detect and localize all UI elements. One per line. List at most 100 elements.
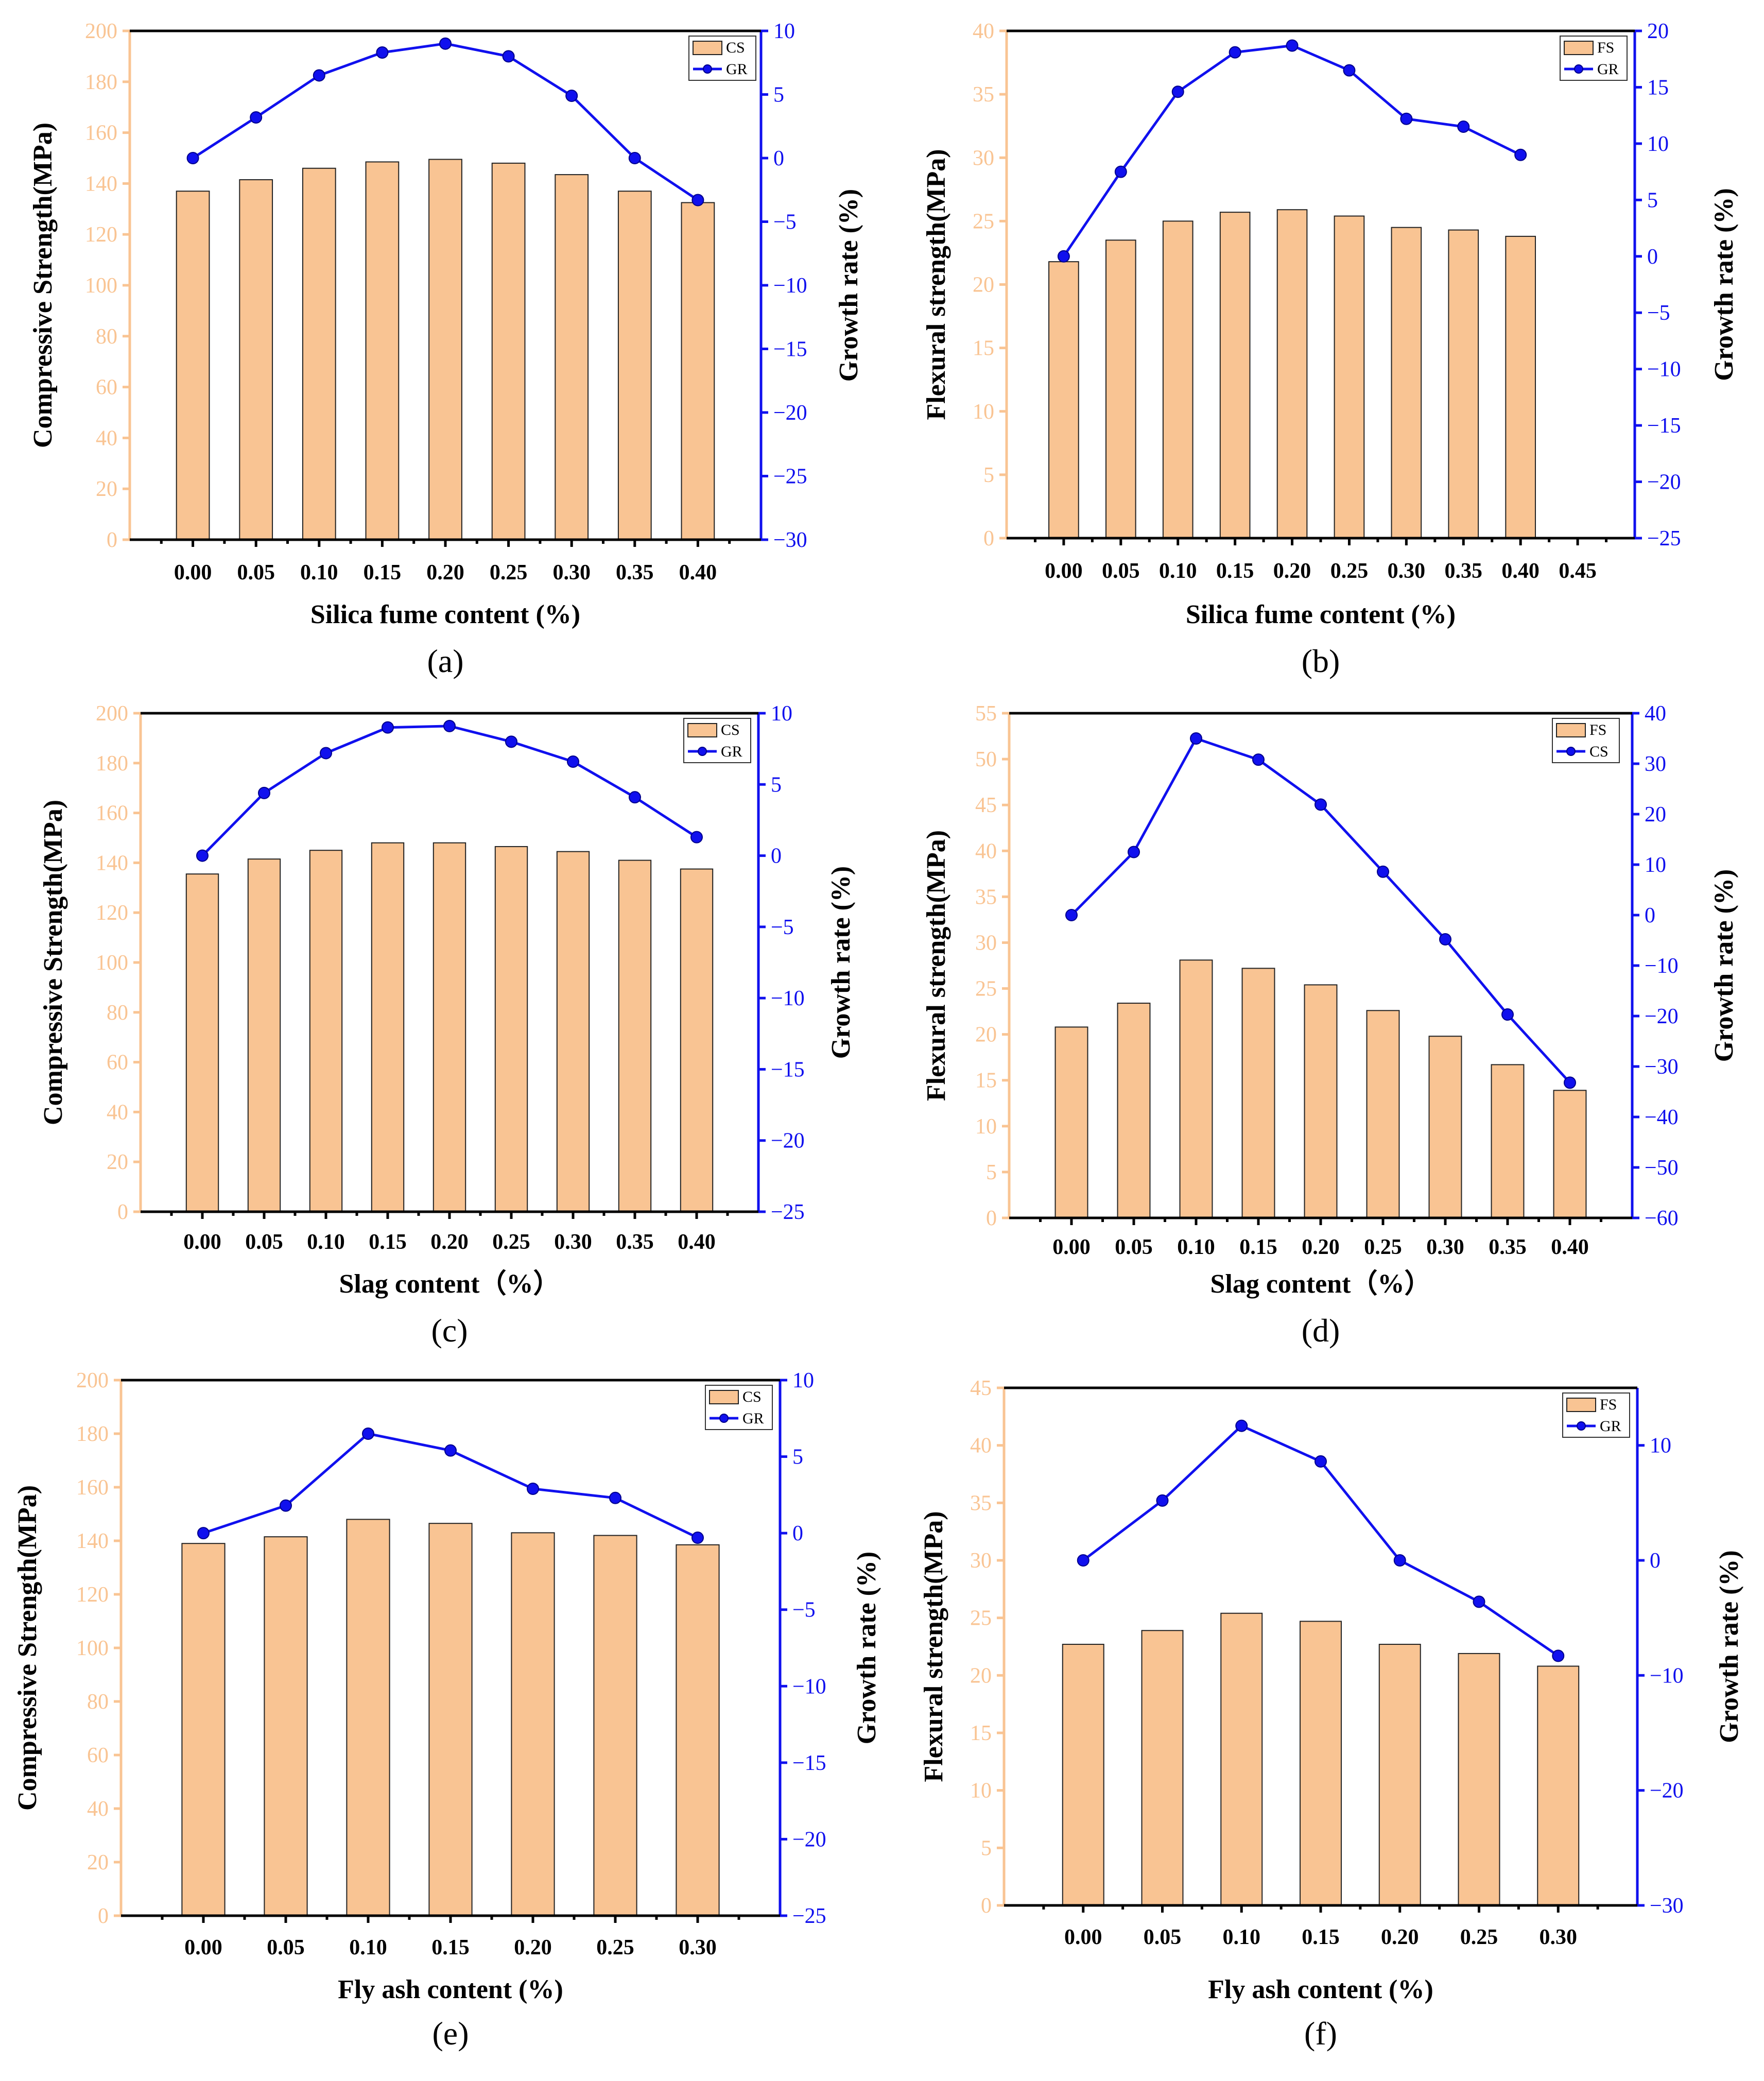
left-tick-label: 100 — [96, 951, 128, 975]
right-tick-label: −15 — [1647, 414, 1681, 438]
growth-rate-point — [567, 755, 579, 768]
growth-rate-point — [258, 786, 270, 799]
legend-point-swatch — [698, 747, 707, 756]
legend-label: GR — [726, 61, 748, 78]
left-tick-label: 40 — [87, 1797, 109, 1821]
x-tick-label: 0.10 — [307, 1230, 345, 1254]
bar — [1179, 959, 1213, 1218]
left-tick-label: 0 — [117, 1200, 128, 1224]
legend-label: FS — [1597, 39, 1614, 56]
right-tick-label: 10 — [773, 20, 795, 43]
growth-rate-point — [1552, 1649, 1565, 1662]
left-tick-label: 45 — [970, 1377, 992, 1400]
legend-bar-swatch — [1556, 723, 1586, 737]
y2-axis-title: Growth rate (%) — [852, 1552, 881, 1745]
right-tick-label: −20 — [792, 1828, 826, 1851]
x-axis-title: Slag content（%） — [339, 1269, 560, 1299]
x-tick-label: 0.25 — [492, 1230, 530, 1254]
growth-rate-point — [1229, 46, 1241, 59]
right-tick-label: −25 — [1647, 527, 1681, 551]
bar — [181, 1543, 226, 1916]
bar — [1105, 239, 1136, 539]
bar — [185, 873, 219, 1213]
right-tick-label: −15 — [792, 1751, 826, 1775]
bar — [428, 159, 462, 541]
bar — [346, 1519, 390, 1916]
growth-rate-point — [186, 152, 199, 164]
bar — [1334, 215, 1365, 539]
legend-point-swatch — [703, 64, 712, 74]
right-tick-label: −25 — [792, 1904, 826, 1928]
x-tick-label: 0.40 — [678, 1230, 716, 1254]
growth-rate-point — [1343, 64, 1356, 77]
x-tick-label: 0.20 — [426, 561, 464, 584]
growth-rate-point — [609, 1491, 621, 1504]
right-tick-label: −30 — [1650, 1894, 1684, 1918]
growth-rate-point — [629, 791, 641, 804]
bar — [176, 191, 210, 541]
left-tick-label: 5 — [986, 1161, 997, 1184]
right-tick-label: −10 — [1645, 954, 1679, 978]
legend-label: FS — [1589, 721, 1606, 738]
left-tick-label: 10 — [973, 400, 994, 424]
left-tick-label: 5 — [983, 463, 994, 487]
growth-rate-point — [1065, 909, 1078, 921]
left-tick-label: 20 — [975, 1023, 997, 1047]
bar — [1276, 209, 1308, 539]
growth-rate-point — [1439, 933, 1451, 946]
legend-point-swatch — [1577, 1421, 1586, 1431]
right-tick-label: −40 — [1645, 1106, 1679, 1129]
right-tick-label: 10 — [792, 1369, 814, 1392]
bar — [371, 842, 405, 1213]
chart-panel: 0 5 10 15 20 25 30 35 40 −25 −20 −15 −10 −5 0 5 10 15 20 0.… — [922, 20, 1739, 679]
x-tick-label: 0.30 — [1426, 1235, 1464, 1259]
right-tick-label: −5 — [773, 211, 797, 234]
bar — [618, 859, 652, 1213]
bar — [428, 1523, 473, 1916]
legend-bar-swatch — [687, 723, 717, 737]
bar — [1300, 1621, 1342, 1906]
y-axis-title: Compressive Strength(MPa) — [13, 1485, 42, 1811]
y-axis-title: Compressive Strength(MPa) — [28, 123, 58, 448]
left-tick-label: 60 — [96, 376, 117, 400]
bar — [1448, 229, 1479, 539]
legend-point-swatch — [1574, 64, 1583, 74]
left-tick-label: 35 — [973, 83, 994, 107]
panel-label: (c) — [431, 1312, 468, 1349]
legend-label: CS — [721, 721, 740, 738]
right-tick-label: 30 — [1645, 752, 1666, 776]
left-tick-label: 200 — [85, 20, 117, 43]
legend-label: GR — [721, 743, 742, 760]
left-tick-label: 55 — [975, 702, 997, 726]
x-tick-label: 0.10 — [1159, 559, 1197, 583]
x-axis-title: Slag content（%） — [1210, 1269, 1431, 1299]
growth-rate-point — [1564, 1076, 1576, 1089]
right-tick-label: 5 — [792, 1446, 803, 1469]
growth-rate-point — [1171, 85, 1184, 98]
y-axis-title: Flexural strength(MPa) — [919, 1511, 948, 1782]
bar — [491, 162, 526, 540]
bar — [239, 179, 273, 540]
growth-rate-point — [250, 111, 263, 124]
x-tick-label: 0.00 — [1045, 559, 1083, 583]
left-tick-label: 40 — [975, 839, 997, 863]
right-tick-label: 0 — [1647, 245, 1658, 269]
right-tick-label: 5 — [1647, 188, 1658, 212]
left-tick-label: 160 — [76, 1476, 109, 1500]
legend-bar-swatch — [693, 41, 722, 55]
right-tick-label: −10 — [792, 1675, 826, 1698]
legend-label: GR — [742, 1410, 764, 1427]
right-tick-label: 0 — [1650, 1549, 1661, 1573]
growth-rate-point — [628, 152, 641, 164]
x-tick-label: 0.45 — [1559, 559, 1597, 583]
x-tick-label: 0.05 — [245, 1230, 283, 1254]
right-tick-label: 5 — [771, 773, 782, 797]
left-tick-label: 0 — [986, 1207, 997, 1230]
growth-rate-point — [1077, 1554, 1089, 1567]
growth-rate-point — [197, 1527, 210, 1540]
right-tick-label: −5 — [792, 1598, 816, 1622]
legend-label: GR — [1597, 61, 1619, 78]
bar — [1378, 1644, 1421, 1906]
growth-rate-point — [1393, 1554, 1406, 1567]
bar — [1491, 1064, 1525, 1218]
